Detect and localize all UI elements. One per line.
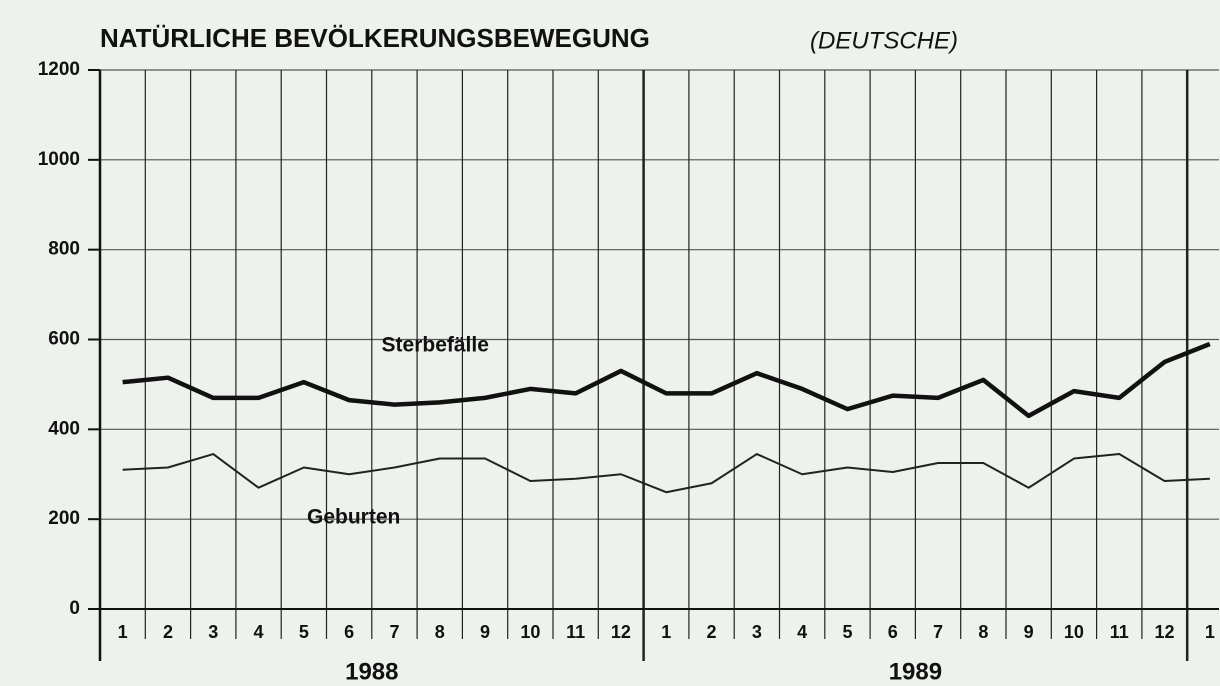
- x-tick-label: 10: [1064, 622, 1084, 642]
- x-tick-label: 11: [566, 622, 585, 642]
- x-tick-label: 4: [254, 622, 264, 642]
- x-tick-label: 8: [435, 622, 445, 642]
- x-tick-label: 3: [752, 622, 762, 642]
- x-tick-label: 11: [1110, 622, 1129, 642]
- x-tick-label: 5: [842, 622, 852, 642]
- x-tick-label: 10: [520, 622, 540, 642]
- x-tick-label: 2: [163, 622, 173, 642]
- x-tick-label: 1: [1205, 622, 1215, 642]
- x-tick-label: 2: [707, 622, 717, 642]
- y-tick-label: 0: [69, 598, 80, 619]
- x-tick-label: 1: [118, 622, 128, 642]
- x-tick-label: 6: [344, 622, 354, 642]
- x-tick-label: 5: [299, 622, 309, 642]
- x-tick-label: 9: [1024, 622, 1034, 642]
- x-tick-label: 3: [208, 622, 218, 642]
- y-tick-label: 600: [48, 329, 80, 350]
- y-tick-label: 400: [48, 418, 80, 439]
- y-tick-label: 1200: [38, 59, 80, 80]
- x-tick-label: 7: [933, 622, 943, 642]
- chart-title: NATÜRLICHE BEVÖLKERUNGSBEWEGUNG: [100, 23, 650, 53]
- x-tick-label: 7: [389, 622, 399, 642]
- series-label: Geburten: [307, 506, 400, 529]
- year-label: 1989: [889, 658, 942, 685]
- year-label: 1988: [345, 658, 398, 685]
- x-tick-label: 12: [1155, 622, 1175, 642]
- x-tick-label: 6: [888, 622, 898, 642]
- y-tick-label: 200: [48, 508, 80, 529]
- x-tick-label: 12: [611, 622, 631, 642]
- y-tick-label: 800: [48, 239, 80, 260]
- x-tick-label: 1: [661, 622, 671, 642]
- series-line: [122, 341, 1211, 419]
- series-label: Sterbefälle: [382, 334, 489, 357]
- series-line: [122, 453, 1210, 494]
- y-tick-label: 1000: [38, 149, 80, 170]
- x-tick-label: 4: [797, 622, 807, 642]
- x-tick-label: 8: [978, 622, 988, 642]
- chart-subtitle: (DEUTSCHE): [810, 27, 958, 54]
- x-tick-label: 9: [480, 622, 490, 642]
